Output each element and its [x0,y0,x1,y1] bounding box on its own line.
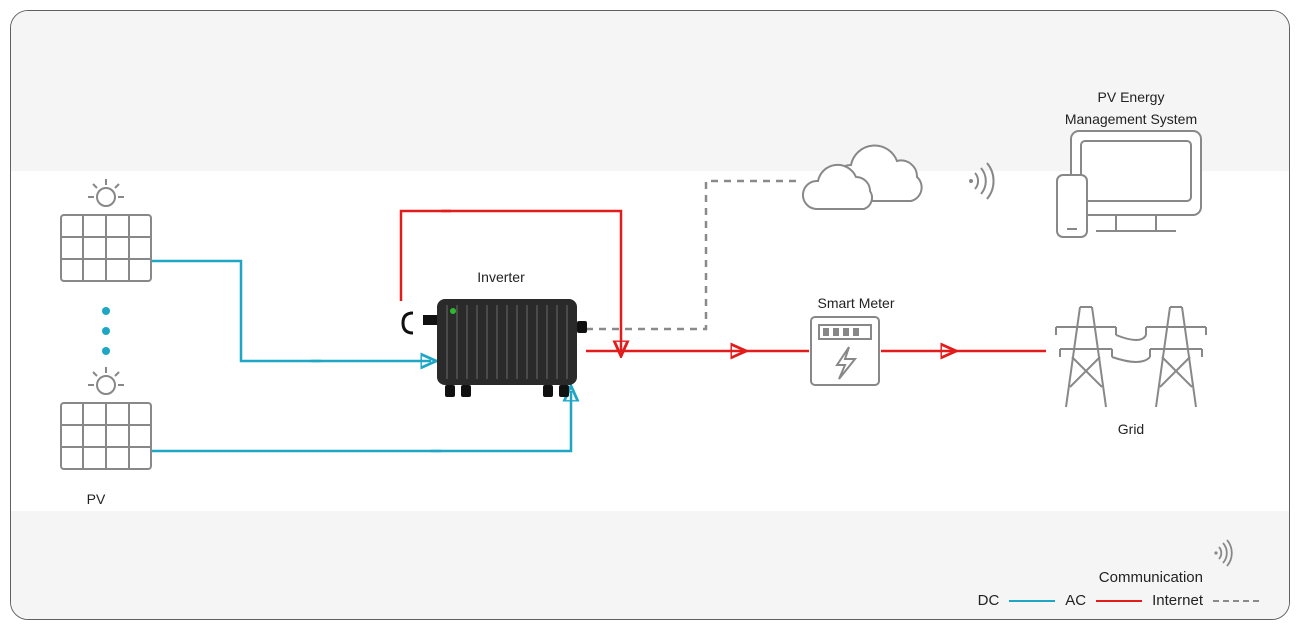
legend: Communication DC AC Internet [978,563,1259,609]
cloud-icon [803,146,922,209]
legend-comm-label: Communication [1099,569,1203,586]
diagram-svg [11,11,1289,619]
internet-line [586,181,801,329]
legend-ac-swatch [1096,600,1142,602]
legend-dc-swatch [1009,600,1055,602]
legend-dc-label: DC [978,592,1000,609]
dc-line-upper [151,261,431,361]
pv-dots [102,307,110,355]
pv-panel-lower-icon [61,367,151,469]
ems-icon [1057,131,1201,237]
legend-ac-label: AC [1065,592,1086,609]
legend-internet-label: Internet [1152,592,1203,609]
dc-line-lower [151,391,571,451]
grid-icon [1056,307,1206,407]
wifi-icon [969,163,994,199]
pv-panel-upper-icon [61,179,151,281]
legend-internet-swatch [1213,600,1259,602]
smart-meter-icon [811,317,879,385]
diagram-frame: PV Inverter Smart Meter Grid PV Energy M… [10,10,1290,620]
inverter-icon [403,299,587,397]
